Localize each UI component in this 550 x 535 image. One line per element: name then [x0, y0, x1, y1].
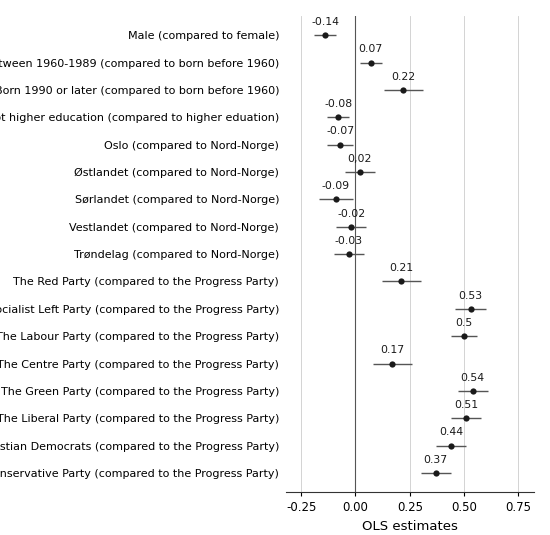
Text: -0.02: -0.02 — [337, 209, 365, 219]
Text: 0.5: 0.5 — [455, 318, 472, 328]
Text: 0.22: 0.22 — [391, 72, 415, 82]
Text: 0.44: 0.44 — [439, 427, 463, 438]
Text: -0.14: -0.14 — [311, 17, 339, 27]
Text: 0.07: 0.07 — [359, 44, 383, 55]
Text: -0.09: -0.09 — [322, 181, 350, 191]
Text: 0.21: 0.21 — [389, 263, 413, 273]
Text: 0.51: 0.51 — [454, 400, 478, 410]
Text: 0,02: 0,02 — [348, 154, 372, 164]
Text: 0.53: 0.53 — [459, 291, 482, 301]
Text: -0.07: -0.07 — [326, 126, 354, 136]
Text: 0.17: 0.17 — [380, 346, 404, 355]
Text: -0.08: -0.08 — [324, 99, 352, 109]
X-axis label: OLS estimates: OLS estimates — [362, 520, 458, 533]
Text: 0.54: 0.54 — [461, 373, 485, 383]
Text: 0.37: 0.37 — [424, 455, 448, 465]
Text: -0.03: -0.03 — [335, 236, 363, 246]
